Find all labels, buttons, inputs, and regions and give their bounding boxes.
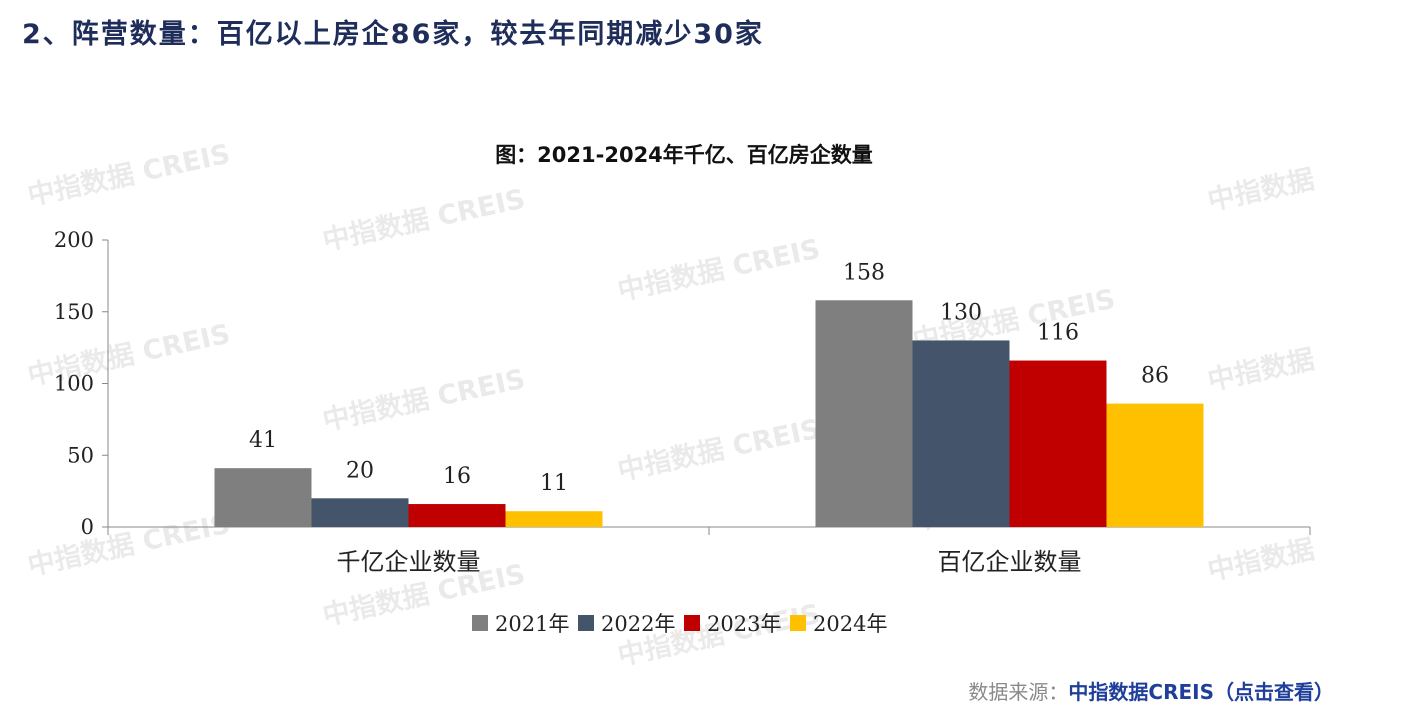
legend-label: 2022年 bbox=[601, 612, 675, 636]
chart-title: 图：2021-2024年千亿、百亿房企数量 bbox=[495, 143, 873, 167]
legend-swatch bbox=[578, 615, 594, 631]
data-label: 116 bbox=[1037, 321, 1079, 346]
bar bbox=[1009, 360, 1107, 527]
watermark-text: 中指数据 bbox=[1205, 344, 1317, 397]
page-heading: 2、阵营数量：百亿以上房企86家，较去年同期减少30家 bbox=[22, 19, 764, 50]
data-label: 11 bbox=[540, 471, 568, 496]
y-tick-label: 0 bbox=[81, 515, 94, 539]
bar bbox=[408, 504, 506, 527]
bar bbox=[912, 340, 1010, 527]
source-link[interactable]: 中指数据CREIS（点击查看） bbox=[1068, 680, 1334, 704]
legend-swatch bbox=[684, 615, 700, 631]
data-label: 16 bbox=[443, 464, 471, 489]
chart-legend: 2021年 2022年 2023年 2024年 bbox=[472, 612, 887, 636]
watermark-text: 中指数据 bbox=[1205, 164, 1317, 217]
legend-label: 2024年 bbox=[813, 612, 887, 636]
data-label: 20 bbox=[346, 458, 374, 483]
x-tick-label: 百亿企业数量 bbox=[938, 548, 1082, 576]
bar bbox=[311, 498, 409, 527]
watermark-text: 中指数据 CREIS bbox=[25, 509, 233, 582]
y-tick-label: 100 bbox=[54, 372, 94, 396]
watermark-text: 中指数据 CREIS bbox=[320, 364, 528, 437]
bar bbox=[1106, 403, 1204, 527]
data-label: 130 bbox=[940, 300, 982, 325]
x-tick-label: 千亿企业数量 bbox=[337, 548, 481, 576]
watermark-text: 中指数据 CREIS bbox=[615, 234, 823, 307]
chart-bars: 41 20 16 11 158 130 116 86 bbox=[214, 260, 1204, 527]
watermark-text: 中指数据 CREIS bbox=[615, 414, 823, 487]
y-tick-label: 50 bbox=[67, 443, 94, 467]
source-line: 数据来源：中指数据CREIS（点击查看） bbox=[968, 676, 1334, 705]
data-label: 86 bbox=[1141, 364, 1169, 389]
y-tick-label: 200 bbox=[54, 228, 94, 252]
legend-swatch bbox=[790, 615, 806, 631]
watermark-text: 中指数据 CREIS bbox=[25, 139, 233, 212]
watermark-text: 中指数据 CREIS bbox=[320, 184, 528, 257]
watermark-text: 中指数据 bbox=[1205, 534, 1317, 587]
legend-swatch bbox=[472, 615, 488, 631]
legend-label: 2023年 bbox=[707, 612, 781, 636]
legend-label: 2021年 bbox=[495, 612, 569, 636]
source-label: 数据来源： bbox=[968, 680, 1069, 704]
data-label: 41 bbox=[249, 428, 277, 453]
y-tick-label: 150 bbox=[54, 300, 94, 324]
bar bbox=[214, 468, 312, 527]
bar bbox=[815, 300, 913, 527]
bar bbox=[505, 511, 603, 527]
data-label: 158 bbox=[843, 260, 885, 285]
